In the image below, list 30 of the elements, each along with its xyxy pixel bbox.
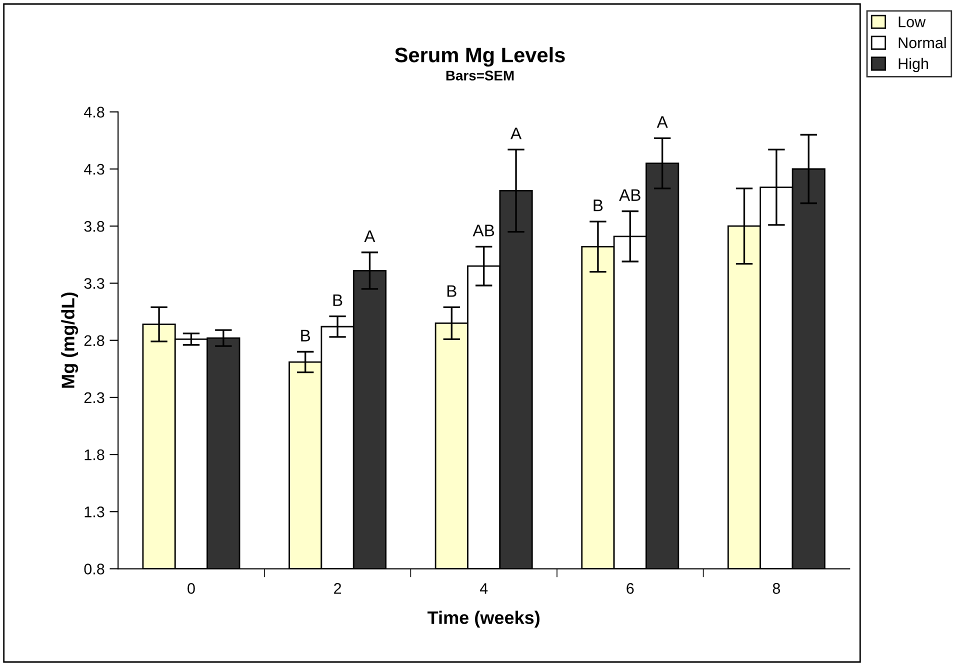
x-tick-label: 4 — [480, 583, 488, 594]
data-label: A — [364, 230, 376, 242]
data-label: B — [594, 200, 603, 212]
y-tick-label: 0.8 — [84, 564, 104, 574]
y-tick-label: 2.3 — [84, 392, 104, 404]
chart-subtitle: Bars=SEM — [446, 70, 514, 81]
y-tick-label: 1.8 — [84, 449, 104, 460]
legend-label: High — [898, 58, 928, 72]
y-axis-title: Mg (mg/dL) — [61, 292, 78, 388]
y-tick-label: 1.3 — [84, 506, 104, 518]
data-label: AB — [472, 224, 494, 236]
x-tick-label: 8 — [772, 583, 780, 594]
data-label: B — [301, 330, 310, 342]
y-tick-label: 4.3 — [84, 164, 104, 175]
y-tick-label: 3.3 — [84, 278, 104, 289]
y-tick-label: 3.8 — [84, 220, 104, 232]
legend-label: Normal — [898, 36, 946, 48]
x-tick-label: 0 — [188, 583, 195, 594]
x-tick-label: 2 — [334, 583, 342, 594]
legend-label: Low — [898, 16, 926, 28]
data-label: B — [447, 285, 456, 297]
data-label: A — [656, 116, 668, 128]
y-tick-label: 2.8 — [84, 335, 104, 346]
y-tick-label: 4.8 — [84, 106, 104, 118]
data-label: B — [333, 294, 342, 306]
chart-title: Serum Mg Levels — [394, 47, 565, 67]
x-tick-label: 6 — [626, 583, 634, 594]
data-label: A — [510, 128, 522, 140]
x-axis-title: Time (weeks) — [428, 610, 540, 628]
data-label: AB — [619, 189, 640, 201]
